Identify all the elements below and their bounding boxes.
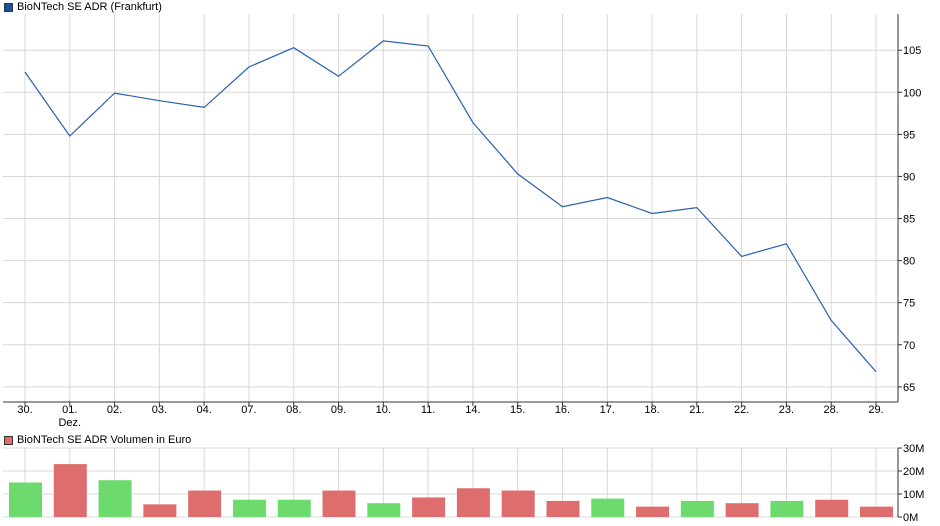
price-grid (3, 14, 898, 402)
price-axes (3, 14, 902, 406)
price-x-tick-label: 17. (600, 404, 615, 416)
volume-bar (770, 500, 804, 517)
price-x-tick-label: 30. (17, 404, 32, 416)
volume-y-tick-label: 0M (903, 512, 918, 524)
price-x-tick-label: 11. (421, 404, 435, 416)
volume-grid (3, 447, 898, 518)
price-x-tick-label: 28. (824, 404, 839, 416)
volume-bar (591, 498, 625, 517)
price-x-tick-label: 15. (510, 404, 525, 416)
price-line-series (24, 40, 877, 373)
price-x-tick-label: 22. (734, 404, 749, 416)
volume-bar (725, 503, 759, 517)
volume-bar (636, 506, 670, 517)
price-y-tick-label: 95 (903, 129, 915, 141)
price-legend: BioNTech SE ADR (Frankfurt) (4, 1, 162, 13)
volume-legend-swatch (4, 435, 13, 445)
price-x-tick-label: 23. (779, 404, 794, 416)
price-y-tick-label: 85 (903, 214, 915, 226)
price-legend-swatch (4, 2, 13, 12)
volume-bar (680, 500, 714, 517)
volume-y-tick-label: 10M (903, 489, 924, 501)
price-y-tick-label: 65 (903, 382, 915, 394)
price-y-tick-label: 80 (903, 256, 915, 268)
volume-bar (546, 500, 580, 517)
volume-bars (9, 464, 893, 517)
volume-bar (860, 506, 893, 517)
price-x-tick-label: 01. (62, 404, 77, 416)
price-series-line (24, 40, 877, 373)
price-x-tick-label: 02. (107, 404, 122, 416)
volume-bar (277, 499, 311, 517)
price-x-tick-label: 09. (331, 404, 346, 416)
volume-y-tick-label: 30M (903, 443, 924, 455)
volume-y-tick-label: 20M (903, 466, 924, 478)
price-y-tick-label: 100 (903, 87, 921, 99)
price-x-tick-label: 10. (376, 404, 391, 416)
volume-bar (456, 488, 490, 517)
price-y-tick-label: 75 (903, 298, 915, 310)
price-x-tick-label: 08. (286, 404, 301, 416)
volume-bar (501, 490, 535, 517)
price-legend-label: BioNTech SE ADR (Frankfurt) (17, 1, 162, 13)
price-x-tick-label: 07. (241, 404, 256, 416)
price-y-tick-label: 70 (903, 340, 915, 352)
volume-bar (188, 490, 222, 517)
price-x-tick-label: 16. (555, 404, 570, 416)
price-x-tick-sublabel: Dez. (58, 417, 81, 429)
price-x-tick-label: 04. (197, 404, 212, 416)
volume-bar (143, 504, 177, 517)
price-x-tick-label: 03. (152, 404, 167, 416)
volume-bar (412, 497, 446, 517)
price-y-tick-label: 105 (903, 45, 921, 57)
price-y-tick-labels: 65 70 75 80 85 90 95 100 105 (903, 45, 921, 394)
volume-y-tick-labels: 0M 10M 20M 30M (903, 443, 924, 524)
volume-legend-label: BioNTech SE ADR Volumen in Euro (17, 434, 192, 446)
volume-bar (53, 464, 87, 517)
volume-bar (367, 503, 401, 517)
volume-axes (897, 447, 902, 518)
price-x-tick-labels: 30. 01. 02. 03. 04. 07. 08. 09. 10. 11. 14. 15. 16. 1… (17, 404, 883, 429)
volume-bar (815, 499, 849, 517)
price-x-tick-label: 21. (689, 404, 704, 416)
volume-legend: BioNTech SE ADR Volumen in Euro (4, 434, 191, 446)
volume-bar (232, 499, 266, 517)
price-x-tick-label: 18. (644, 404, 659, 416)
volume-bar (9, 482, 42, 517)
volume-bar (322, 490, 356, 517)
price-x-tick-label: 29. (868, 404, 883, 416)
volume-bar (98, 480, 132, 517)
price-x-tick-label: 14. (465, 404, 480, 416)
price-y-tick-label: 90 (903, 171, 915, 183)
